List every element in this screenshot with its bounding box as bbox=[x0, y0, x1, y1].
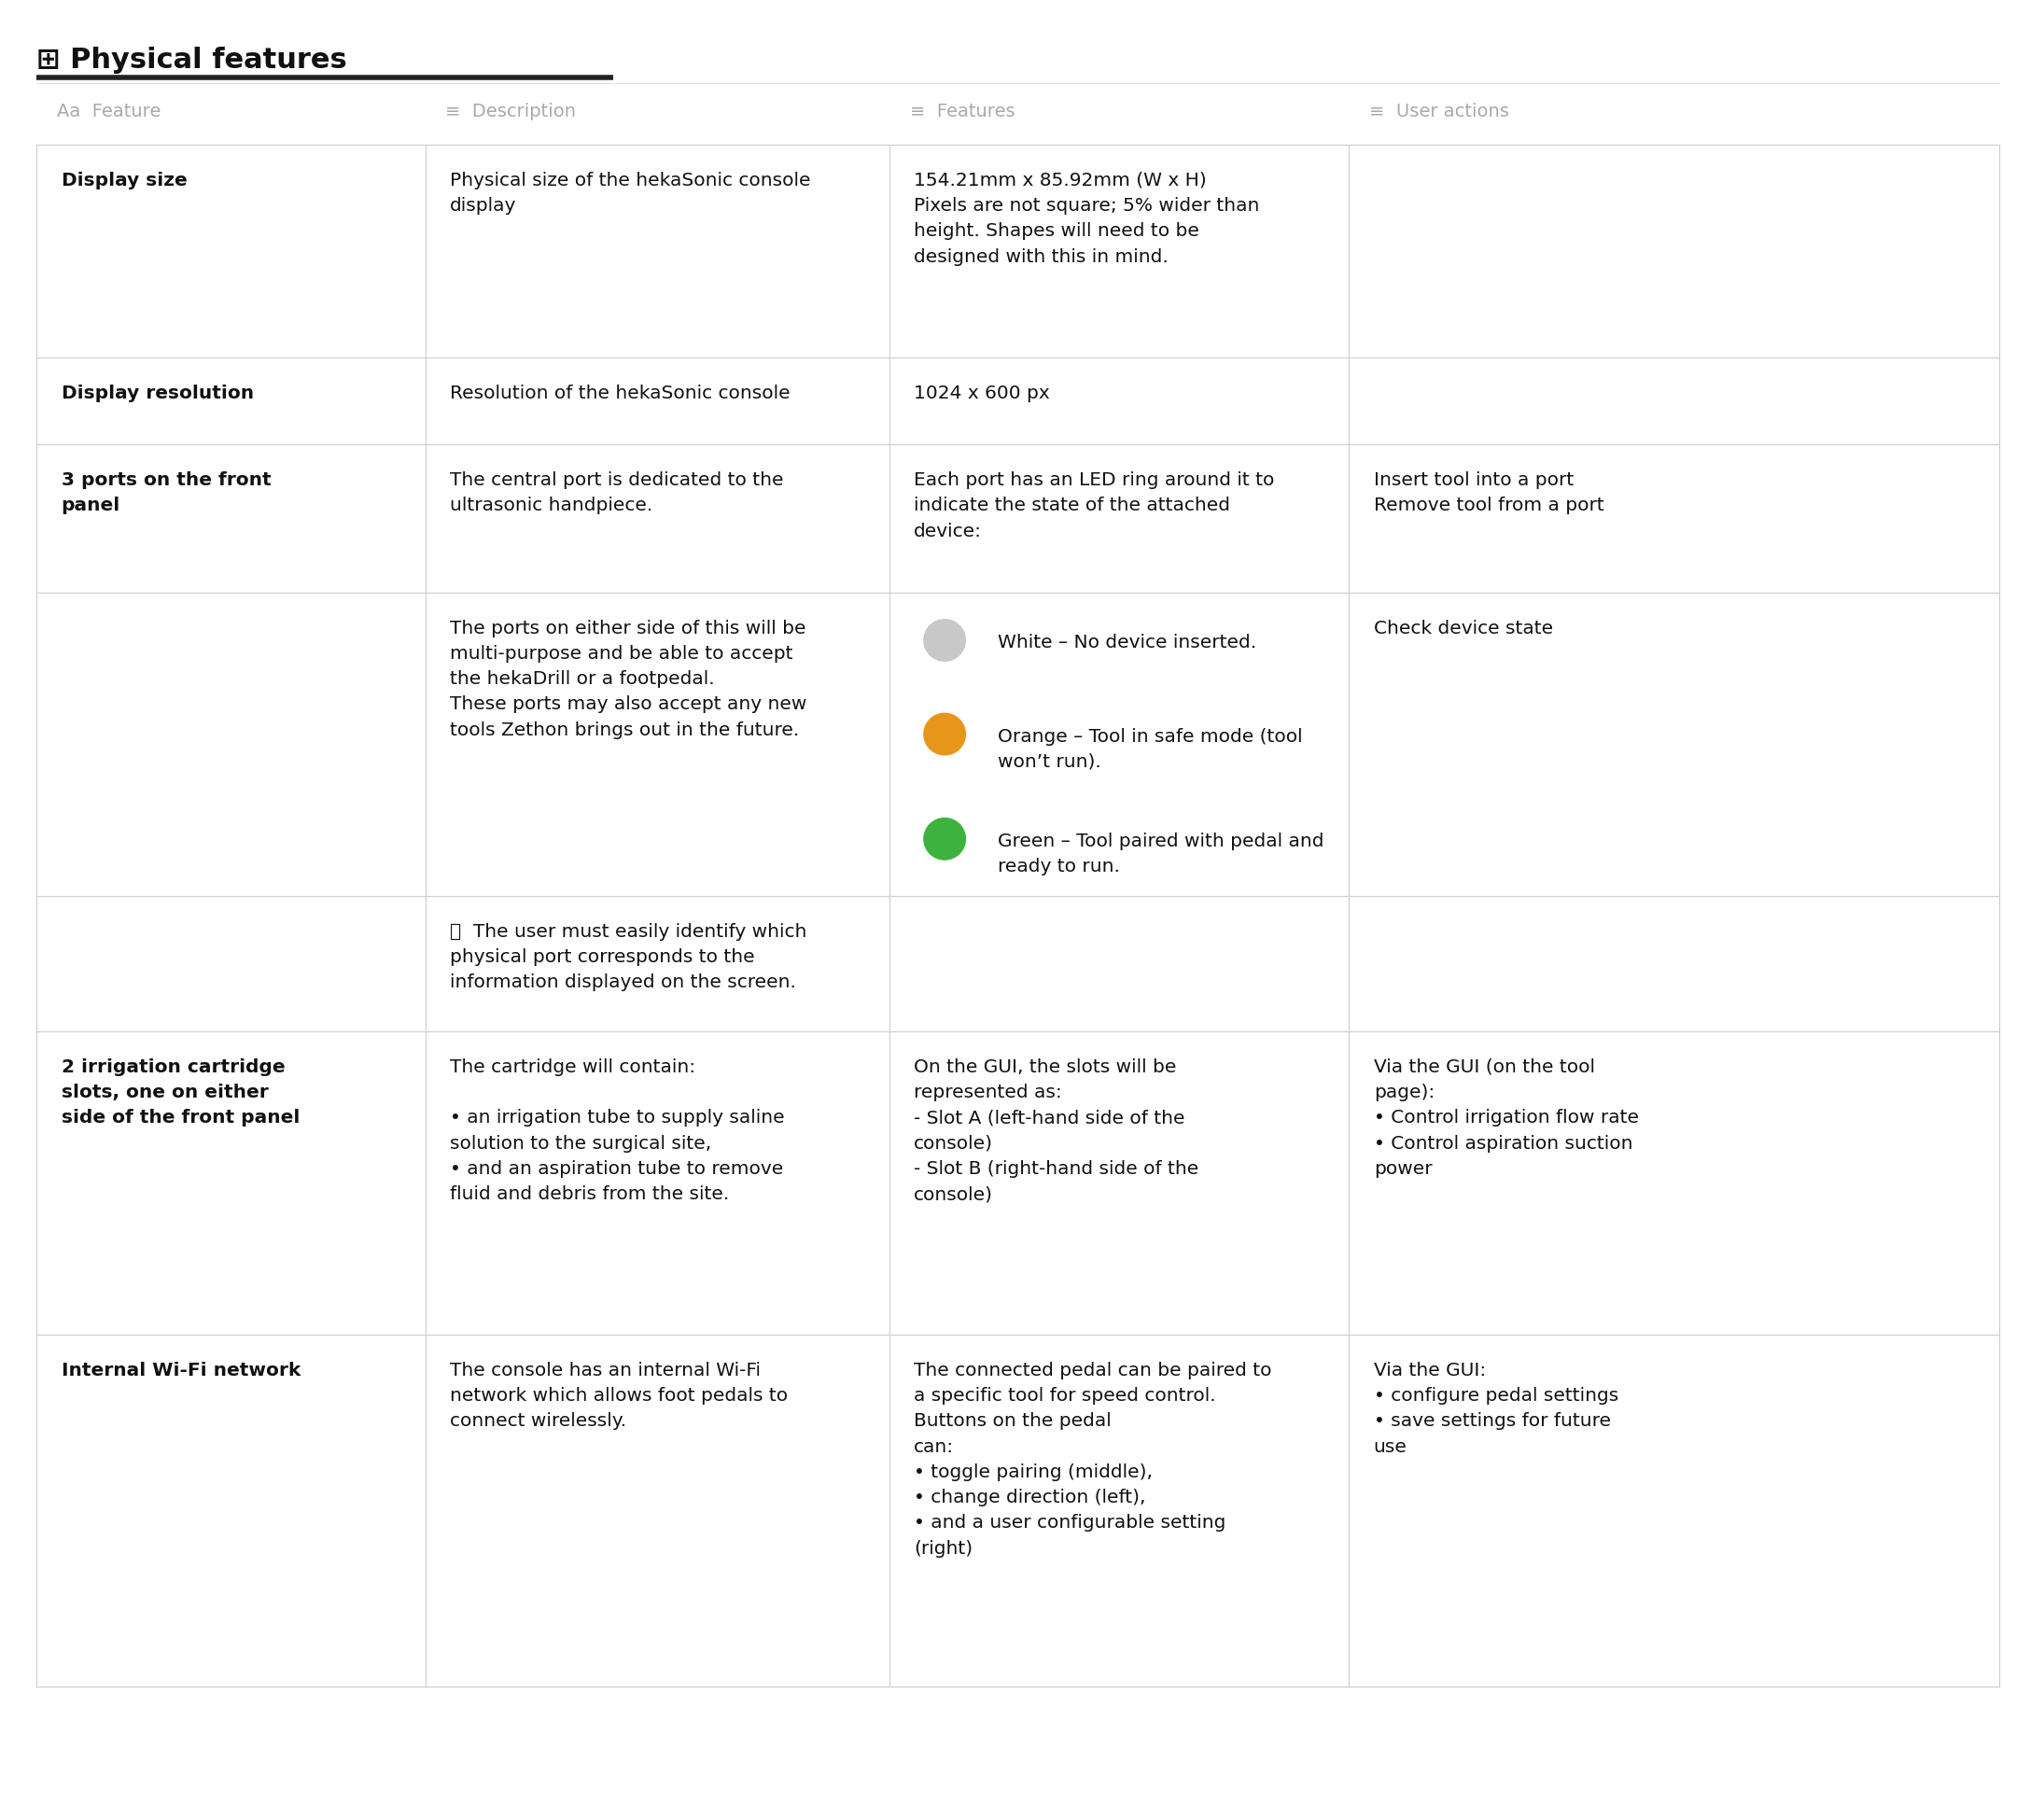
Text: Via the GUI (on the tool
page):
• Control irrigation flow rate
• Control aspirat: Via the GUI (on the tool page): • Contro… bbox=[1374, 1058, 1639, 1178]
Text: ⊞ Physical features: ⊞ Physical features bbox=[37, 47, 347, 74]
Text: Via the GUI:
• configure pedal settings
• save settings for future
use: Via the GUI: • configure pedal settings … bbox=[1374, 1362, 1619, 1456]
Text: The ports on either side of this will be
multi-purpose and be able to accept
the: The ports on either side of this will be… bbox=[450, 619, 807, 739]
Text: Each port has an LED ring around it to
indicate the state of the attached
device: Each port has an LED ring around it to i… bbox=[914, 471, 1273, 540]
Text: Physical size of the hekaSonic console
display: Physical size of the hekaSonic console d… bbox=[450, 172, 809, 215]
Text: 2 irrigation cartridge
slots, one on either
side of the front panel: 2 irrigation cartridge slots, one on eit… bbox=[61, 1058, 300, 1127]
Text: 1024 x 600 px: 1024 x 600 px bbox=[914, 385, 1051, 403]
Text: The console has an internal Wi-Fi
network which allows foot pedals to
connect wi: The console has an internal Wi-Fi networ… bbox=[450, 1362, 787, 1430]
Text: White – No device inserted.: White – No device inserted. bbox=[997, 634, 1257, 652]
Text: Orange – Tool in safe mode (tool
won’t run).: Orange – Tool in safe mode (tool won’t r… bbox=[997, 728, 1302, 771]
Text: Insert tool into a port
Remove tool from a port: Insert tool into a port Remove tool from… bbox=[1374, 471, 1605, 515]
Ellipse shape bbox=[924, 818, 965, 860]
Text: Resolution of the hekaSonic console: Resolution of the hekaSonic console bbox=[450, 385, 789, 403]
Text: The central port is dedicated to the
ultrasonic handpiece.: The central port is dedicated to the ult… bbox=[450, 471, 783, 515]
Text: The connected pedal can be paired to
a specific tool for speed control.
Buttons : The connected pedal can be paired to a s… bbox=[914, 1362, 1271, 1557]
Text: 3 ports on the front
panel: 3 ports on the front panel bbox=[61, 471, 272, 515]
Text: The cartridge will contain:

• an irrigation tube to supply saline
solution to t: The cartridge will contain: • an irrigat… bbox=[450, 1058, 785, 1203]
Text: ≡  Description: ≡ Description bbox=[446, 103, 576, 119]
Ellipse shape bbox=[924, 619, 965, 661]
Text: Internal Wi-Fi network: Internal Wi-Fi network bbox=[61, 1362, 300, 1380]
Text: 154.21mm x 85.92mm (W x H)
Pixels are not square; 5% wider than
height. Shapes w: 154.21mm x 85.92mm (W x H) Pixels are no… bbox=[914, 172, 1259, 265]
Text: Green – Tool paired with pedal and
ready to run.: Green – Tool paired with pedal and ready… bbox=[997, 833, 1325, 876]
Text: ≡  User actions: ≡ User actions bbox=[1369, 103, 1508, 119]
Text: On the GUI, the slots will be
represented as:
- Slot A (left-hand side of the
co: On the GUI, the slots will be represente… bbox=[914, 1058, 1198, 1203]
Text: Check device state: Check device state bbox=[1374, 619, 1553, 638]
Text: Display resolution: Display resolution bbox=[61, 385, 253, 403]
Ellipse shape bbox=[924, 713, 965, 755]
Text: ⦿  The user must easily identify which
physical port corresponds to the
informat: ⦿ The user must easily identify which ph… bbox=[450, 923, 807, 991]
Text: ≡  Features: ≡ Features bbox=[910, 103, 1014, 119]
Text: Display size: Display size bbox=[61, 172, 188, 190]
Text: Aa  Feature: Aa Feature bbox=[57, 103, 161, 119]
